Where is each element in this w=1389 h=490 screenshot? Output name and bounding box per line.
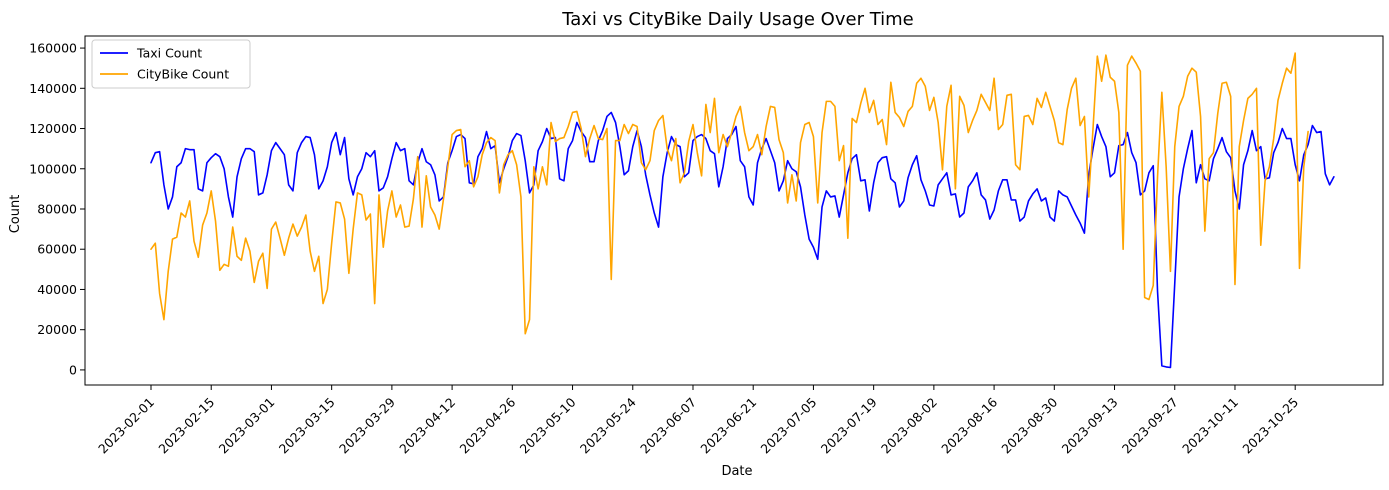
x-axis-title: Date — [721, 464, 752, 479]
y-tick-label: 0 — [69, 362, 77, 377]
y-tick-label: 60000 — [37, 242, 77, 257]
series-line-citybike — [150, 52, 1309, 335]
y-tick-label: 100000 — [29, 161, 77, 176]
legend-box — [91, 39, 251, 89]
y-tick-label: 40000 — [37, 282, 77, 297]
series-line-taxi — [150, 111, 1335, 369]
legend-label: CityBike Count — [137, 67, 229, 82]
y-tick-label: 20000 — [37, 322, 77, 337]
plot-frame — [84, 35, 1384, 386]
y-tick-label: 140000 — [29, 81, 77, 96]
y-tick-label: 80000 — [37, 201, 77, 216]
legend-label: Taxi Count — [136, 46, 202, 61]
y-tick-label: 160000 — [29, 41, 77, 56]
chart-title: Taxi vs CityBike Daily Usage Over Time — [561, 9, 914, 30]
y-axis-title: Count — [8, 195, 23, 234]
y-tick-label: 120000 — [29, 121, 77, 136]
